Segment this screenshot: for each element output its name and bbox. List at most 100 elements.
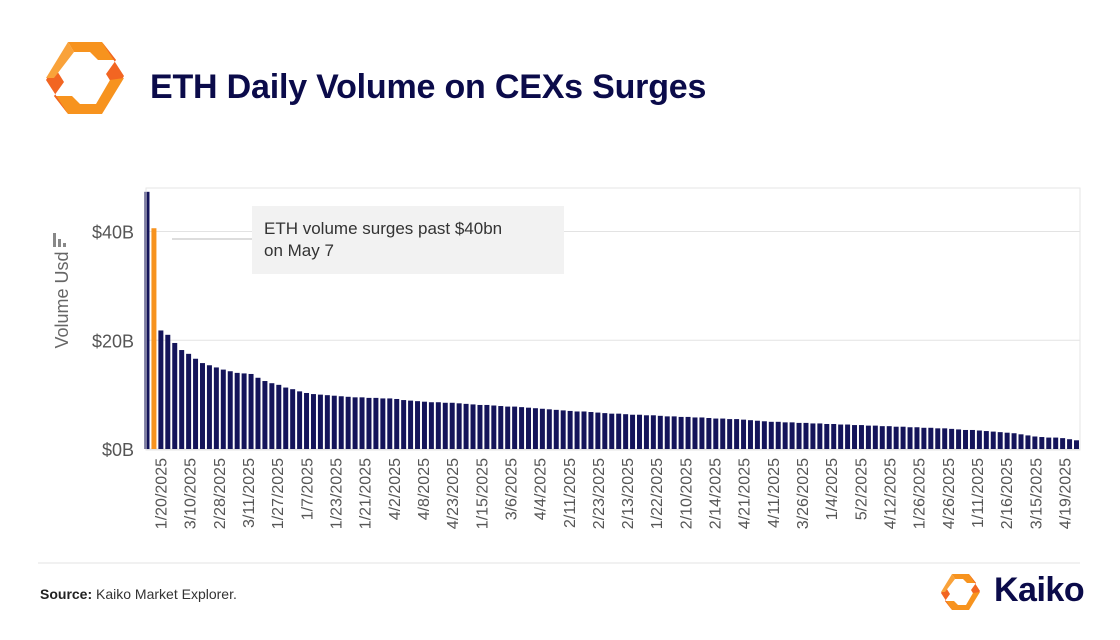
bar: [338, 396, 344, 449]
bar: [186, 353, 192, 449]
bar: [838, 424, 844, 449]
bar: [858, 425, 864, 449]
bar: [789, 422, 795, 449]
bar: [969, 429, 975, 449]
bar: [387, 398, 393, 449]
x-tick-label: 3/15/2025: [1028, 458, 1045, 529]
bar: [1032, 436, 1038, 449]
source-text: Kaiko Market Explorer.: [96, 586, 237, 602]
bar: [220, 369, 226, 449]
bar: [963, 429, 969, 449]
bar: [1053, 437, 1059, 449]
bar: [546, 409, 552, 449]
bar: [768, 421, 774, 449]
x-tick-label: 1/7/2025: [299, 458, 316, 520]
bar: [532, 408, 538, 449]
annotation-line-1: ETH volume surges past $40bn: [264, 219, 502, 238]
bar: [484, 404, 490, 449]
source-label: Source:: [40, 586, 93, 602]
bar: [158, 330, 164, 449]
bar: [553, 409, 559, 449]
x-tick-label: 1/20/2025: [154, 458, 171, 529]
bar: [241, 373, 247, 449]
bar: [893, 426, 899, 449]
x-tick-label: 4/4/2025: [533, 458, 550, 520]
x-tick-label: 2/11/2025: [562, 458, 579, 528]
bar: [796, 422, 802, 449]
y-axis-label: Volume Usd: [52, 251, 72, 348]
y-tick-label: $40B: [92, 223, 134, 243]
bar: [747, 420, 753, 449]
x-tick-label: 2/16/2025: [999, 458, 1016, 529]
bar: [782, 422, 788, 449]
bar: [1011, 433, 1017, 449]
bar: [435, 402, 441, 449]
x-tick-label: 2/13/2025: [620, 458, 637, 529]
bars: [144, 191, 1079, 450]
bar: [983, 431, 989, 449]
bar: [317, 394, 323, 450]
bar: [713, 418, 719, 449]
bar: [470, 404, 476, 449]
bar: [1074, 440, 1079, 449]
bar: [539, 408, 545, 449]
bar: [408, 400, 414, 449]
bar: [692, 417, 698, 449]
x-tick-label: 1/4/2025: [824, 458, 841, 520]
bar: [872, 425, 878, 449]
x-tick-label: 4/11/2025: [766, 458, 783, 528]
bar: [949, 428, 955, 449]
highlight-bar: [151, 228, 157, 449]
bar: [297, 391, 303, 449]
bar: [921, 427, 927, 449]
bar: [505, 406, 511, 449]
bar: [394, 398, 400, 449]
bar: [602, 413, 608, 449]
page-title: ETH Daily Volume on CEXs Surges: [150, 68, 707, 106]
bar: [817, 423, 823, 449]
bar: [477, 404, 483, 449]
x-tick-label: 4/2/2025: [387, 458, 404, 520]
bar: [650, 415, 656, 449]
bar: [304, 392, 310, 449]
bar: [373, 397, 379, 449]
bar: [1018, 434, 1024, 449]
bar: [526, 407, 531, 449]
x-tick-label: 1/15/2025: [474, 458, 491, 529]
bar: [456, 403, 462, 449]
x-tick-label: 2/10/2025: [678, 458, 695, 529]
plot-area-border: [145, 187, 1081, 451]
x-tick-label: 1/27/2025: [270, 458, 287, 529]
brand-name: Kaiko: [994, 571, 1085, 609]
bar: [595, 412, 601, 449]
bar: [290, 389, 296, 449]
bar: [609, 413, 615, 449]
bar: [1046, 437, 1052, 449]
bar: [657, 415, 663, 449]
bar: [519, 407, 525, 449]
bar: [810, 423, 816, 449]
x-tick-label: 1/21/2025: [358, 458, 375, 529]
kaiko-brand-logo: [941, 574, 980, 610]
bar: [831, 423, 837, 449]
bar: [421, 401, 427, 449]
bar: [928, 427, 934, 449]
annotation-line-2: on May 7: [264, 241, 334, 260]
bar: [1004, 432, 1010, 449]
bar: [359, 397, 365, 449]
bar: [935, 428, 941, 449]
bar: [269, 383, 275, 449]
bar: [255, 377, 261, 449]
bar: [699, 417, 705, 449]
bar: [942, 428, 948, 449]
bar: [879, 426, 885, 449]
bar: [664, 416, 670, 450]
bar: [345, 396, 351, 449]
bar: [415, 401, 421, 449]
bar: [463, 403, 469, 449]
bar: [637, 414, 642, 449]
bar: [727, 419, 733, 449]
x-tick-label: 1/22/2025: [649, 458, 666, 529]
bar: [574, 411, 580, 449]
bar: [331, 395, 337, 449]
